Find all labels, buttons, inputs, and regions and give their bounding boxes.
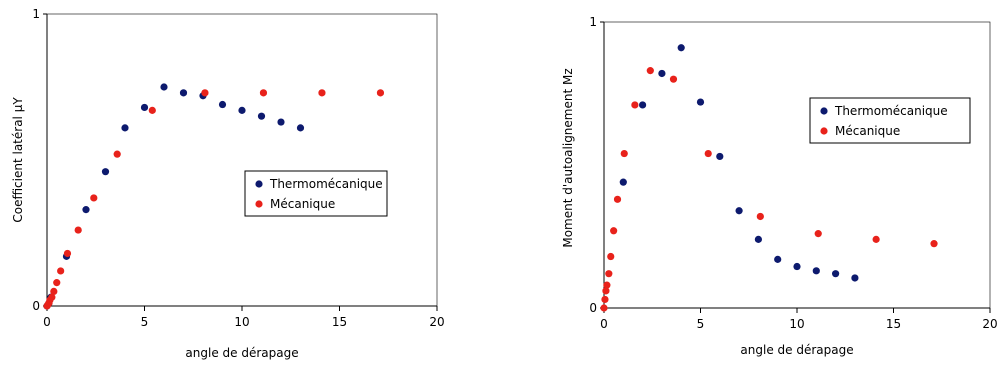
x-ticks: 0 5 10 15 20	[600, 308, 998, 331]
legend-marker-mecanique	[255, 200, 263, 208]
data-point-thermomecanique	[793, 262, 801, 271]
y-ticks: 01	[589, 15, 604, 315]
x-tick-label: 10	[234, 315, 249, 329]
data-point-mecanique	[48, 293, 56, 301]
data-point-thermomecanique	[140, 103, 149, 112]
data-point-thermomecanique	[160, 83, 168, 91]
x-tick-label: 10	[789, 317, 804, 331]
data-point-thermomecanique	[696, 98, 705, 106]
data-point-mecanique	[57, 267, 65, 275]
x-axis-label: angle de dérapage	[740, 343, 853, 357]
data-point-thermomecanique	[735, 207, 743, 215]
legend-label-mecanique: Mécanique	[835, 124, 900, 138]
y-axis-label: Moment d'autoalignement Mz	[561, 68, 575, 247]
data-point-thermomecanique	[754, 235, 763, 243]
plot-area-frame	[46, 13, 438, 307]
data-point-mecanique	[756, 212, 764, 221]
x-ticks: 0 5 10 15 20	[43, 306, 445, 329]
x-axis-label: angle de dérapage	[185, 346, 298, 360]
data-point-mecanique	[872, 235, 880, 243]
x-tick-label: 5	[141, 315, 149, 329]
y-tick-label: 0	[589, 301, 597, 315]
y-axis-label: Coefficient latéral µY	[11, 97, 25, 223]
data-point-mecanique	[74, 226, 82, 234]
legend-box	[244, 170, 388, 217]
data-point-mecanique	[610, 227, 618, 235]
legend-marker-thermomecanique	[255, 180, 263, 188]
data-point-thermomecanique	[851, 274, 859, 282]
y-ticks: 01	[32, 7, 47, 313]
x-tick-label: 0	[43, 315, 51, 329]
data-point-mecanique	[318, 89, 326, 97]
data-point-thermomecanique	[82, 206, 90, 214]
legend-box	[809, 97, 971, 144]
data-point-mecanique	[90, 194, 98, 202]
data-point-mecanique	[607, 252, 615, 261]
legend-marker-mecanique	[820, 127, 828, 135]
data-point-thermomecanique	[774, 255, 782, 263]
x-tick-label: 0	[600, 317, 608, 331]
data-point-thermomecanique	[812, 267, 820, 275]
data-point-mecanique	[814, 230, 822, 238]
data-point-thermomecanique	[832, 270, 840, 278]
data-point-thermomecanique	[639, 101, 647, 109]
data-points	[43, 83, 385, 310]
y-tick-label: 1	[589, 15, 597, 29]
data-points	[600, 44, 938, 312]
data-point-thermomecanique	[257, 112, 266, 120]
x-tick-label: 15	[886, 317, 901, 331]
chart-lateral-coefficient: 0 5 10 15 20 01 angle de dérapage Coefficien…	[11, 7, 445, 360]
data-point-mecanique	[113, 150, 121, 158]
data-point-mecanique	[605, 270, 613, 278]
data-point-thermomecanique	[619, 178, 627, 186]
legend: Thermomécanique Mécanique	[244, 170, 388, 217]
data-point-mecanique	[259, 89, 268, 97]
data-point-thermomecanique	[238, 106, 246, 114]
data-point-mecanique	[613, 195, 622, 203]
data-point-mecanique	[646, 67, 654, 75]
data-point-thermomecanique	[277, 118, 285, 126]
x-tick-label: 15	[332, 315, 347, 329]
data-point-mecanique	[704, 149, 712, 158]
data-point-mecanique	[600, 304, 608, 312]
data-point-thermomecanique	[716, 152, 724, 161]
data-point-mecanique	[601, 295, 609, 304]
data-point-mecanique	[63, 249, 72, 258]
chart-self-aligning-moment: 0 5 10 15 20 01 angle de dérapage Moment d'a…	[561, 15, 998, 357]
data-point-mecanique	[201, 89, 209, 97]
y-tick-label: 0	[32, 299, 40, 313]
data-point-thermomecanique	[121, 124, 129, 132]
legend: Thermomécanique Mécanique	[809, 97, 971, 144]
data-point-mecanique	[930, 240, 938, 248]
data-point-mecanique	[53, 279, 61, 287]
data-point-mecanique	[148, 106, 156, 114]
data-point-thermomecanique	[658, 69, 666, 78]
data-point-thermomecanique	[677, 44, 685, 52]
y-tick-label: 1	[32, 7, 40, 21]
data-point-mecanique	[50, 287, 58, 295]
data-point-mecanique	[603, 281, 611, 289]
data-point-mecanique	[620, 149, 628, 158]
x-tick-label: 5	[697, 317, 705, 331]
data-point-thermomecanique	[101, 168, 110, 176]
legend-label-mecanique: Mécanique	[270, 197, 335, 211]
legend-marker-thermomecanique	[820, 107, 828, 115]
x-tick-label: 20	[429, 315, 444, 329]
data-point-thermomecanique	[179, 89, 188, 97]
data-point-mecanique	[376, 89, 385, 97]
data-point-thermomecanique	[296, 124, 305, 132]
data-point-thermomecanique	[218, 100, 227, 109]
x-tick-label: 20	[982, 317, 997, 331]
data-point-mecanique	[602, 287, 610, 295]
legend-label-thermomecanique: Thermomécanique	[269, 177, 383, 191]
legend-label-thermomecanique: Thermomécanique	[834, 104, 948, 118]
data-point-mecanique	[631, 101, 639, 109]
data-point-mecanique	[669, 75, 678, 83]
